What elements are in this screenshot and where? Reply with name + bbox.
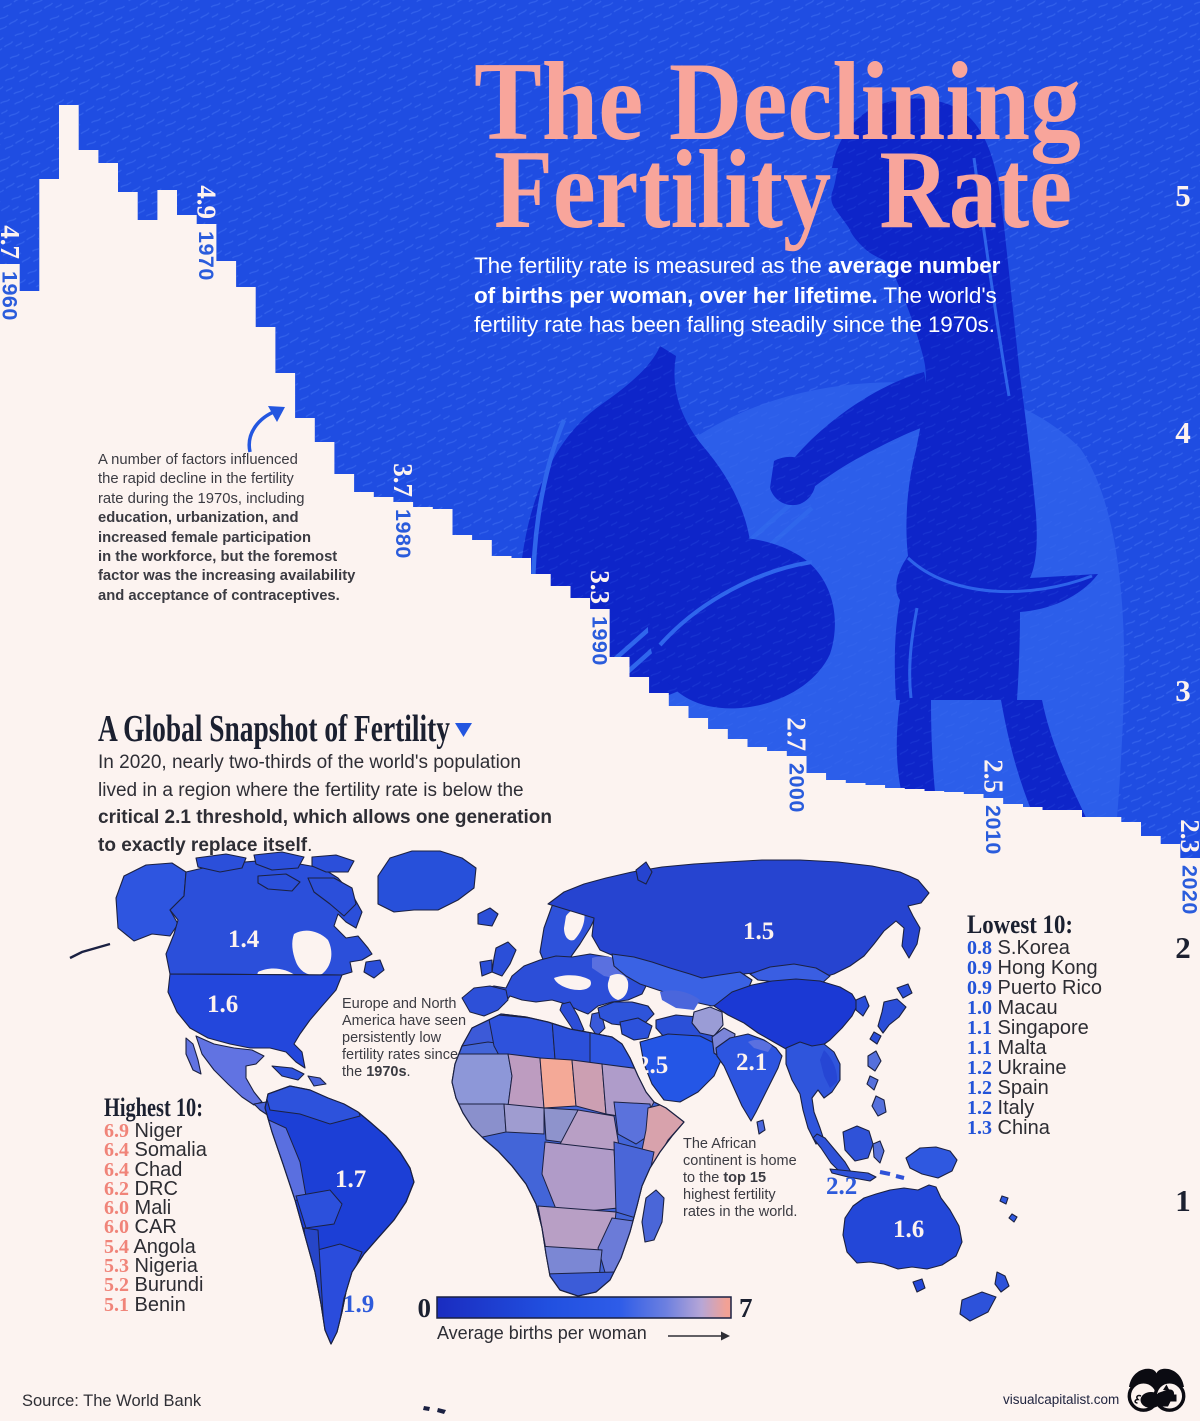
svg-text:1980: 1980 [391, 509, 415, 559]
svg-text:4: 4 [1175, 415, 1191, 450]
svg-text:7: 7 [739, 1293, 753, 1323]
svg-text:Highest 10:: Highest 10: [104, 1093, 203, 1122]
svg-text:3: 3 [1175, 673, 1191, 708]
svg-text:2010: 2010 [981, 805, 1005, 855]
svg-text:Lowest 10:: Lowest 10: [967, 910, 1073, 939]
svg-text:2000: 2000 [784, 763, 808, 813]
svg-text:4.7: 4.7 [0, 225, 25, 259]
svg-text:1: 1 [1175, 1183, 1191, 1218]
svg-text:1960: 1960 [0, 271, 21, 321]
svg-text:2020: 2020 [1178, 865, 1200, 915]
svg-text:3.3: 3.3 [585, 570, 615, 604]
svg-text:Fertility Rate: Fertility Rate [494, 128, 1072, 252]
svg-text:1970: 1970 [194, 231, 218, 281]
svg-text:4.9: 4.9 [192, 185, 222, 219]
svg-text:2: 2 [1175, 930, 1191, 965]
svg-text:2.3: 2.3 [1175, 819, 1200, 853]
svg-text:2.7: 2.7 [782, 717, 812, 751]
svg-text:0: 0 [418, 1293, 432, 1323]
svg-text:5: 5 [1175, 178, 1191, 213]
svg-text:1990: 1990 [588, 616, 612, 666]
svg-text:3.7: 3.7 [388, 463, 418, 497]
svg-text:A Global Snapshot of Fertility: A Global Snapshot of Fertility [98, 708, 450, 750]
svg-text:2.5: 2.5 [978, 759, 1008, 793]
svg-text:The Declining: The Declining [474, 40, 1081, 164]
